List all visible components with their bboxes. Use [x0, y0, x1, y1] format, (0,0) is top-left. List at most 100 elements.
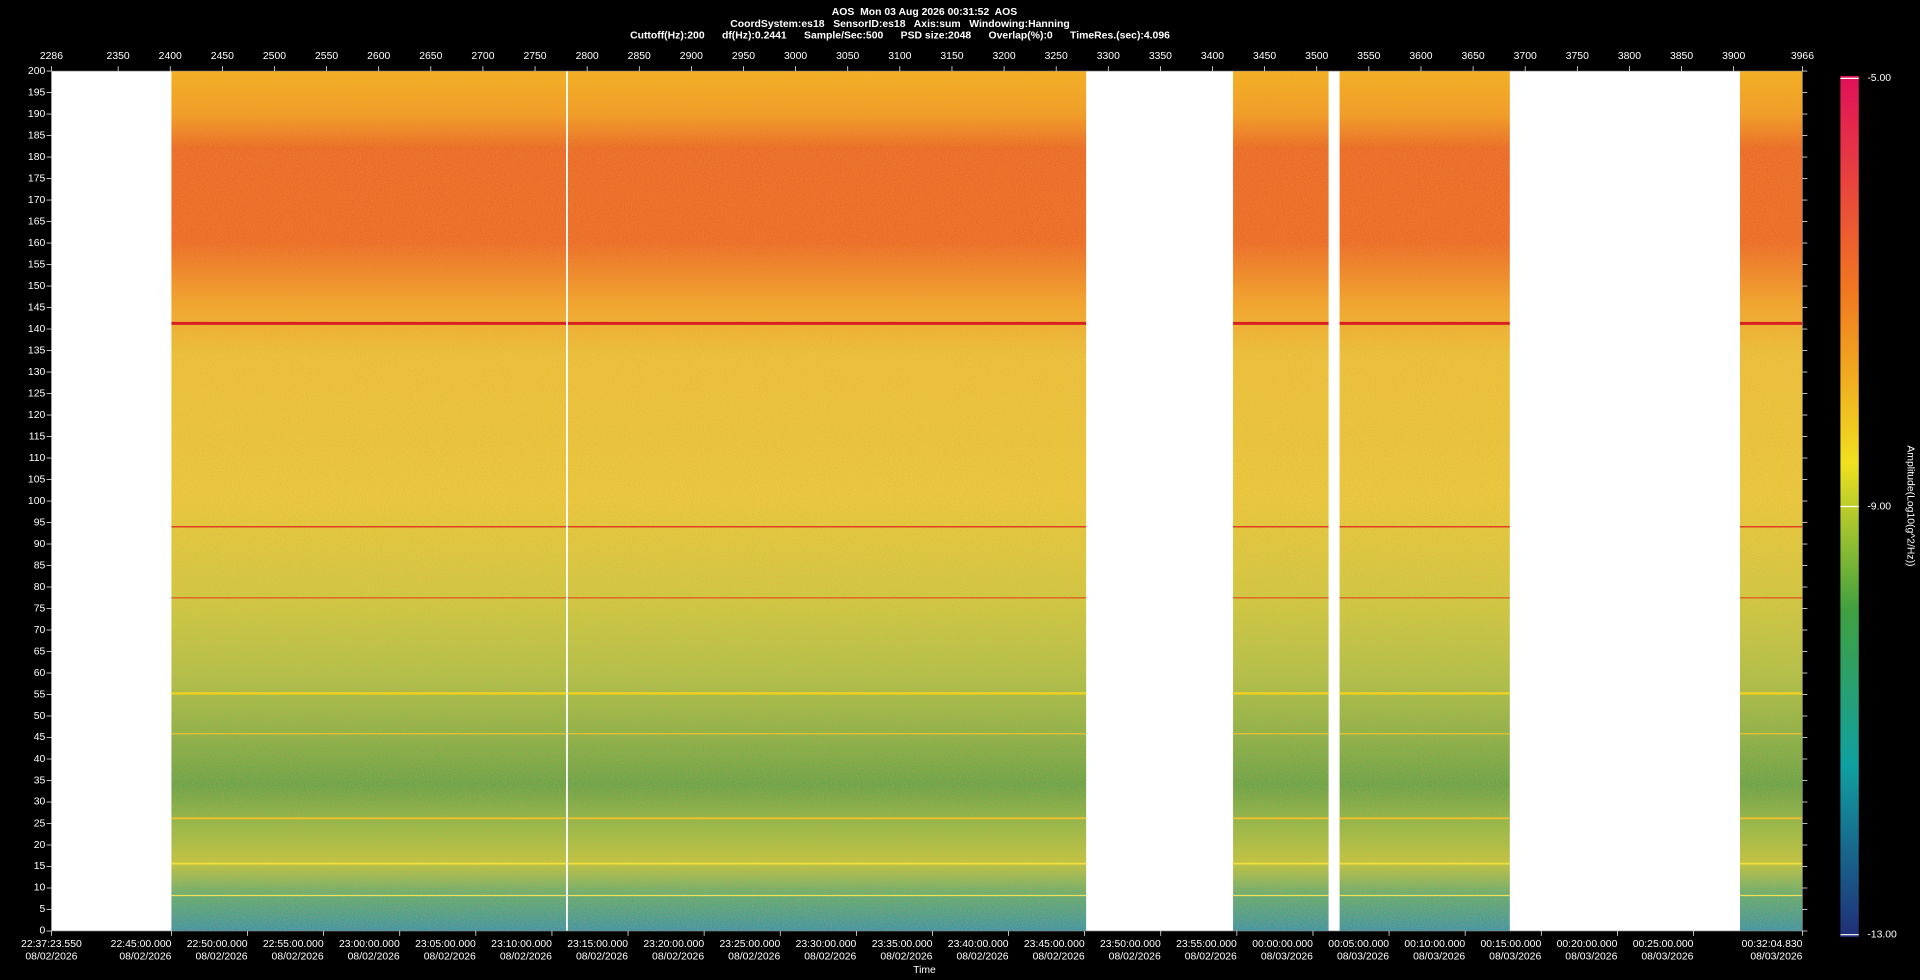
time-tick-date: 08/02/2026: [348, 951, 400, 962]
time-tick-label: 23:55:00.000: [1176, 939, 1237, 950]
spectrogram-texture: [1339, 71, 1510, 932]
x-tick-label: 2750: [523, 51, 546, 62]
x-tick-label: 2600: [367, 51, 390, 62]
time-tick-date: 08/02/2026: [1185, 951, 1237, 962]
x-tick-label: 3350: [1149, 51, 1172, 62]
time-tick-date: 08/02/2026: [25, 951, 77, 962]
time-tick-label: 23:30:00.000: [796, 939, 857, 950]
x-tick-label: 2350: [107, 51, 130, 62]
y-tick-label: 80: [34, 582, 46, 593]
time-tick-date: 08/03/2026: [1565, 951, 1617, 962]
time-tick-label: 00:25:00.000: [1633, 939, 1694, 950]
y-tick-label: 0: [40, 926, 46, 937]
time-tick-date: 08/03/2026: [1413, 951, 1465, 962]
x-tick-label: 3500: [1305, 51, 1328, 62]
time-tick-label: 23:20:00.000: [643, 939, 704, 950]
y-tick-label: 155: [28, 259, 46, 270]
x-tick-label: 3800: [1618, 51, 1641, 62]
time-tick-date: 08/02/2026: [424, 951, 476, 962]
time-tick-date: 08/02/2026: [500, 951, 552, 962]
colorbar-label: Amplitude(Log10(g^2/Hz)): [1904, 445, 1915, 566]
x-axis-label: Time: [913, 965, 936, 976]
y-tick-label: 85: [34, 560, 46, 571]
x-tick-label: 3000: [784, 51, 807, 62]
time-tick-date: 08/02/2026: [195, 951, 247, 962]
y-tick-label: 50: [34, 711, 46, 722]
time-tick-label: 00:05:00.000: [1328, 939, 1389, 950]
y-tick-label: 185: [28, 130, 46, 141]
y-tick-label: 35: [34, 775, 46, 786]
time-tick-label: 22:45:00.000: [111, 939, 172, 950]
y-tick-label: 105: [28, 474, 46, 485]
y-tick-label: 55: [34, 689, 46, 700]
y-tick-label: 75: [34, 603, 46, 614]
time-tick-label: 23:45:00.000: [1024, 939, 1085, 950]
x-tick-label: 2800: [576, 51, 599, 62]
time-tick-label: 22:37:23.550: [21, 939, 82, 950]
y-tick-label: 25: [34, 818, 46, 829]
y-tick-label: 30: [34, 797, 46, 808]
header-settings: CoordSystem:es18 SensorID:es18 Axis:sum …: [730, 19, 1069, 30]
time-tick-date: 08/03/2026: [1261, 951, 1313, 962]
x-tick-label: 3900: [1722, 51, 1745, 62]
x-tick-label: 2650: [419, 51, 442, 62]
time-tick-date: 08/03/2026: [1641, 951, 1693, 962]
y-tick-label: 145: [28, 302, 46, 313]
x-tick-label: 2286: [40, 51, 63, 62]
time-tick-label: 23:15:00.000: [567, 939, 628, 950]
time-tick-label: 23:10:00.000: [491, 939, 552, 950]
time-tick-label: 23:40:00.000: [948, 939, 1009, 950]
colorbar-tick-label: -9.00: [1867, 501, 1891, 512]
time-tick-date: 08/02/2026: [728, 951, 780, 962]
x-tick-label: 3250: [1045, 51, 1068, 62]
x-tick-label: 2550: [315, 51, 338, 62]
x-tick-label: 3700: [1514, 51, 1537, 62]
y-tick-label: 160: [28, 238, 46, 249]
x-tick-label: 3450: [1253, 51, 1276, 62]
time-tick-label: 22:55:00.000: [263, 939, 324, 950]
y-tick-label: 140: [28, 324, 46, 335]
x-tick-label: 3150: [940, 51, 963, 62]
y-tick-label: 180: [28, 152, 46, 163]
x-tick-label: 3966: [1791, 51, 1814, 62]
y-tick-label: 135: [28, 345, 46, 356]
x-tick-label: 3200: [992, 51, 1015, 62]
y-tick-label: 90: [34, 539, 46, 550]
y-tick-label: 110: [29, 453, 46, 464]
time-tick-date: 08/02/2026: [652, 951, 704, 962]
x-tick-label: 3050: [836, 51, 859, 62]
y-tick-label: 10: [34, 883, 46, 894]
time-tick-label: 00:15:00.000: [1481, 939, 1542, 950]
spectrogram-texture: [1233, 71, 1329, 932]
time-tick-label: 23:00:00.000: [339, 939, 400, 950]
y-tick-label: 100: [28, 496, 46, 507]
time-tick-date: 08/02/2026: [880, 951, 932, 962]
y-tick-label: 115: [29, 431, 46, 442]
time-tick-date: 08/02/2026: [956, 951, 1008, 962]
time-tick-label: 23:05:00.000: [415, 939, 476, 950]
time-tick-label: 23:35:00.000: [872, 939, 933, 950]
spectrogram-texture: [171, 71, 1087, 932]
time-tick-date: 08/03/2026: [1337, 951, 1389, 962]
time-tick-date: 08/02/2026: [1033, 951, 1085, 962]
time-tick-date: 08/02/2026: [804, 951, 856, 962]
time-tick-label: 00:10:00.000: [1404, 939, 1465, 950]
x-tick-label: 2850: [628, 51, 651, 62]
x-tick-label: 3650: [1462, 51, 1485, 62]
header-parameters: Cuttoff(Hz):200 df(Hz):0.2441 Sample/Sec…: [630, 30, 1170, 41]
time-tick-date: 08/03/2026: [1750, 951, 1802, 962]
y-tick-label: 70: [34, 625, 46, 636]
spectrogram-image: [171, 71, 1803, 932]
x-tick-label: 3550: [1357, 51, 1380, 62]
y-tick-label: 175: [28, 173, 46, 184]
y-tick-label: 130: [28, 367, 46, 378]
time-tick-label: 00:32:04.830: [1742, 939, 1803, 950]
y-tick-label: 60: [34, 668, 46, 679]
header-title: AOS Mon 03 Aug 2026 00:31:52 AOS: [832, 7, 1017, 18]
y-tick-label: 5: [40, 904, 46, 915]
time-tick-date: 08/02/2026: [576, 951, 628, 962]
y-tick-label: 170: [28, 195, 46, 206]
time-tick-date: 08/03/2026: [1489, 951, 1541, 962]
